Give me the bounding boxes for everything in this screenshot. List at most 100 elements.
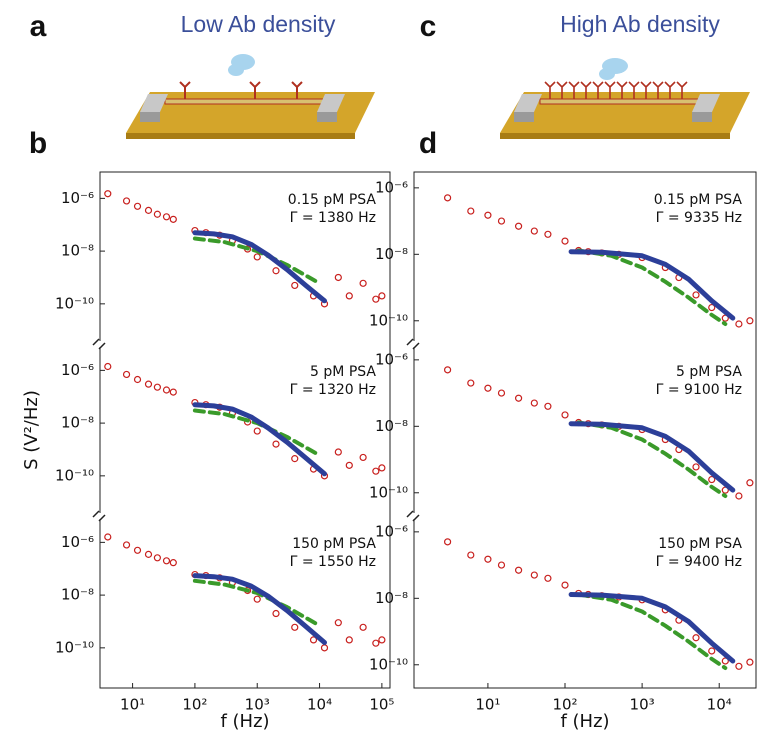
data-point bbox=[144, 380, 153, 388]
data-point bbox=[746, 317, 754, 325]
data-point bbox=[530, 227, 538, 235]
data-point bbox=[133, 375, 142, 384]
data-point bbox=[530, 399, 538, 407]
data-point bbox=[153, 210, 161, 218]
data-point bbox=[144, 206, 153, 214]
y-axis-label: S (V²/Hz) bbox=[21, 390, 42, 470]
fit-line bbox=[192, 402, 327, 477]
y-tick-label: 10⁻¹⁰ bbox=[369, 311, 408, 329]
data-point bbox=[345, 636, 353, 644]
y-tick-label: 10⁻⁶ bbox=[375, 178, 408, 196]
data-point bbox=[162, 386, 171, 394]
reference-line bbox=[192, 408, 322, 458]
data-point bbox=[721, 657, 729, 665]
device-illustration bbox=[126, 54, 375, 139]
data-point bbox=[484, 384, 492, 392]
data-point bbox=[484, 555, 492, 563]
data-point bbox=[561, 411, 569, 419]
data-point bbox=[467, 207, 475, 215]
annotation: Γ = 1320 Hz bbox=[290, 382, 376, 398]
data-point bbox=[133, 202, 142, 210]
y-tick-label: 10⁻¹⁰ bbox=[55, 294, 94, 312]
y-tick-label: 10⁻⁶ bbox=[61, 189, 94, 207]
data-point bbox=[484, 211, 492, 219]
axis-break bbox=[92, 338, 106, 350]
annotation: 150 pM PSA bbox=[658, 536, 742, 552]
data-point bbox=[122, 197, 131, 205]
data-point bbox=[320, 644, 329, 652]
axis-break bbox=[406, 338, 420, 350]
annotation: Γ = 9100 Hz bbox=[656, 382, 742, 398]
data-point bbox=[291, 281, 299, 290]
x-tick-label: 10² bbox=[182, 696, 207, 714]
data-point bbox=[372, 295, 380, 303]
axis-break bbox=[92, 513, 108, 519]
data-point bbox=[746, 658, 754, 666]
annotation: 5 pM PSA bbox=[676, 364, 742, 380]
y-tick-label: 10⁻¹⁰ bbox=[55, 466, 94, 484]
y-tick-label: 10⁻⁸ bbox=[375, 589, 408, 607]
data-point bbox=[153, 383, 161, 391]
x-axis-label: f (Hz) bbox=[220, 711, 269, 732]
data-point bbox=[561, 581, 569, 589]
panel-label: a bbox=[30, 10, 47, 43]
plot-frame bbox=[413, 171, 757, 689]
data-point bbox=[561, 237, 569, 245]
data-point bbox=[735, 662, 743, 670]
x-tick-label: 10⁴ bbox=[307, 696, 332, 714]
data-point bbox=[497, 389, 506, 397]
data-point bbox=[334, 273, 342, 282]
panel-heading: High Ab density bbox=[560, 11, 720, 37]
data-point bbox=[169, 215, 177, 223]
data-point bbox=[735, 320, 743, 328]
data-point bbox=[334, 448, 342, 456]
data-point bbox=[708, 475, 716, 484]
y-tick-label: 10⁻⁸ bbox=[61, 586, 94, 604]
fit-line bbox=[568, 592, 736, 664]
data-point bbox=[345, 461, 353, 469]
y-tick-label: 10⁻⁸ bbox=[375, 245, 408, 263]
data-point bbox=[253, 253, 261, 261]
x-tick-label: 10⁴ bbox=[707, 696, 732, 714]
y-tick-label: 10⁻¹⁰ bbox=[55, 638, 94, 656]
data-point bbox=[692, 634, 700, 642]
x-tick-label: 10¹ bbox=[475, 696, 500, 714]
data-point bbox=[544, 230, 552, 238]
fit-line bbox=[568, 421, 736, 493]
x-tick-label: 10³ bbox=[245, 696, 270, 714]
data-point bbox=[162, 557, 171, 565]
data-point bbox=[735, 492, 743, 500]
x-tick-label: 10² bbox=[552, 696, 577, 714]
x-tick-label: 10¹ bbox=[120, 696, 145, 714]
data-point bbox=[359, 279, 367, 287]
data-point bbox=[272, 267, 280, 275]
annotation: Γ = 1380 Hz bbox=[290, 210, 376, 226]
y-tick-label: 10⁻⁸ bbox=[61, 242, 94, 260]
annotation: Γ = 9400 Hz bbox=[656, 554, 742, 570]
data-point bbox=[443, 194, 452, 202]
data-point bbox=[372, 467, 380, 475]
y-tick-label: 10⁻⁶ bbox=[61, 361, 94, 379]
data-point bbox=[372, 639, 380, 647]
panel-heading: Low Ab density bbox=[181, 11, 336, 37]
x-tick-label: 10³ bbox=[630, 696, 655, 714]
axis-break bbox=[92, 341, 108, 347]
y-tick-label: 10⁻⁶ bbox=[61, 533, 94, 551]
x-tick-label: 10⁵ bbox=[369, 696, 394, 714]
data-point bbox=[272, 609, 280, 618]
y-tick-label: 10⁻⁸ bbox=[61, 414, 94, 432]
data-point bbox=[345, 292, 353, 300]
data-point bbox=[544, 402, 552, 410]
panel-label: c bbox=[420, 10, 437, 43]
data-point bbox=[467, 551, 475, 559]
data-point bbox=[169, 388, 177, 396]
annotation: 5 pM PSA bbox=[310, 364, 376, 380]
data-point bbox=[104, 362, 112, 371]
y-tick-label: 10⁻⁶ bbox=[375, 350, 408, 368]
data-point bbox=[359, 623, 367, 631]
data-point bbox=[514, 566, 523, 574]
data-point bbox=[708, 303, 716, 312]
annotation: 0.15 pM PSA bbox=[288, 192, 377, 208]
data-point bbox=[133, 546, 142, 554]
